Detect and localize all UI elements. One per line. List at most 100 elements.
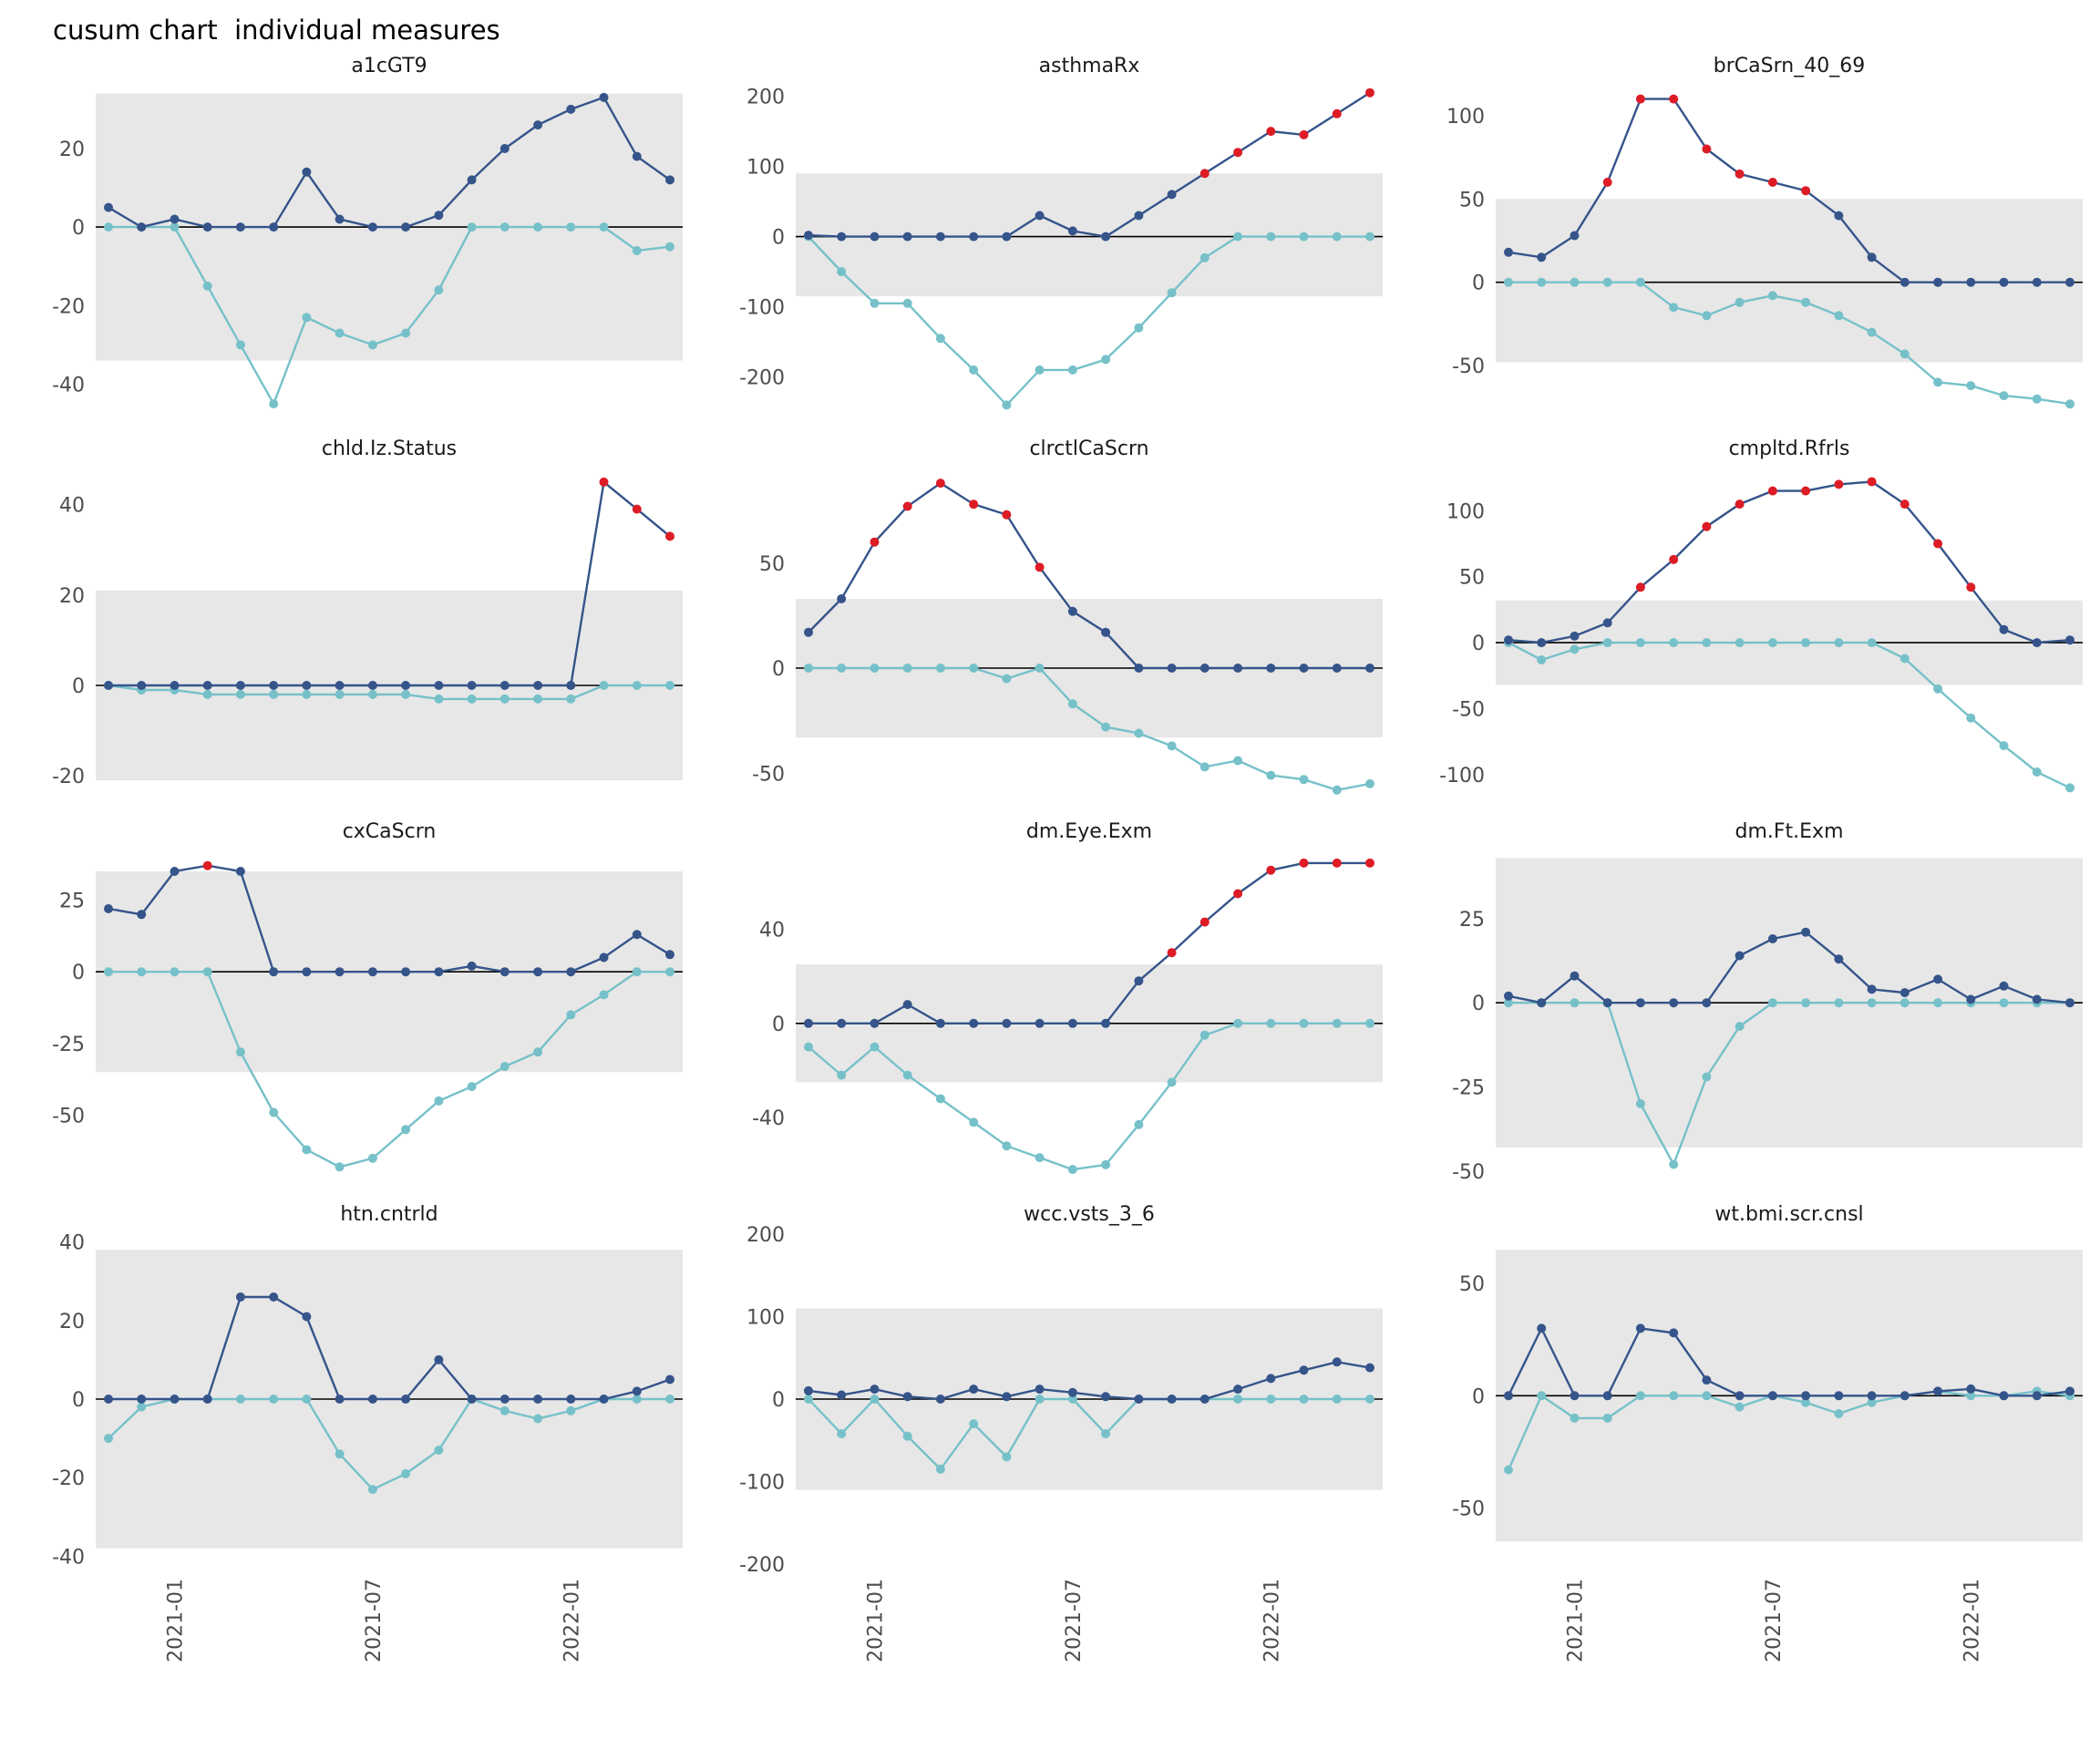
- upper-cusum-point: [467, 175, 477, 185]
- upper-cusum-point: [137, 1395, 147, 1404]
- lower-cusum-point: [401, 1125, 411, 1135]
- lower-cusum-point: [566, 1405, 576, 1415]
- lower-cusum-point: [104, 967, 113, 977]
- lower-cusum-point: [870, 664, 880, 673]
- lower-cusum-point: [1101, 1429, 1111, 1438]
- lower-cusum-point: [335, 689, 345, 699]
- lower-cusum-point: [1602, 1413, 1612, 1423]
- upper-cusum-point: [632, 930, 642, 940]
- signal-point: [1233, 148, 1243, 158]
- lower-cusum-point: [837, 664, 847, 673]
- upper-cusum-point: [1537, 1323, 1547, 1333]
- panel-title: asthmaRx: [1039, 55, 1140, 77]
- upper-cusum-point: [599, 1395, 609, 1404]
- lower-cusum-point: [1332, 785, 1342, 795]
- chart: dm.Eye.Exm 40 0 -40: [752, 820, 1383, 1175]
- lower-cusum-point: [235, 340, 245, 350]
- upper-cusum-point: [1332, 664, 1342, 673]
- lower-cusum-point: [367, 1485, 377, 1495]
- lower-cusum-point: [1801, 1397, 1811, 1407]
- lower-cusum-point: [1801, 297, 1811, 307]
- upper-cusum-point: [2032, 1391, 2042, 1401]
- upper-cusum-point: [104, 681, 113, 690]
- upper-cusum-point: [1035, 211, 1045, 221]
- upper-cusum-point: [367, 222, 377, 232]
- upper-cusum-point: [1834, 211, 1844, 221]
- lower-cusum-point: [499, 1405, 510, 1415]
- panel-title: a1cGT9: [351, 55, 427, 77]
- lower-cusum-point: [533, 222, 543, 232]
- panel-title: htn.cntrld: [340, 1203, 438, 1226]
- lower-cusum-point: [1199, 252, 1210, 262]
- upper-cusum-point: [804, 231, 813, 241]
- upper-cusum-point: [235, 681, 245, 690]
- lower-cusum-point: [2065, 399, 2074, 409]
- upper-cusum-point: [1299, 1365, 1309, 1375]
- lower-cusum-point: [1199, 1030, 1210, 1040]
- lower-cusum-point: [1834, 1409, 1844, 1418]
- y-tick-label: 100: [1446, 106, 1485, 129]
- signal-point: [1801, 486, 1811, 496]
- lower-cusum-point: [566, 1010, 576, 1020]
- lower-cusum-point: [137, 1402, 147, 1412]
- lower-cusum-line: [108, 684, 670, 701]
- lower-cusum-point: [434, 285, 444, 295]
- y-tick-label: 25: [59, 890, 85, 913]
- lower-cusum-point: [401, 1468, 411, 1478]
- lower-cusum-point: [367, 340, 377, 350]
- upper-cusum-point: [202, 222, 212, 232]
- upper-cusum-point: [1233, 1385, 1243, 1395]
- lower-cusum-point: [367, 1153, 377, 1163]
- lower-cusum-point: [2065, 783, 2074, 793]
- lower-cusum-line: [108, 970, 670, 1168]
- lower-cusum-point: [1735, 297, 1745, 307]
- lower-cusum-point: [335, 328, 345, 338]
- lower-cusum-point: [1602, 277, 1612, 287]
- lower-cusum-point: [1702, 1072, 1712, 1082]
- y-tick-label: 100: [746, 157, 785, 180]
- upper-cusum-point: [1002, 1018, 1012, 1028]
- upper-cusum-point: [1966, 277, 1976, 287]
- lower-cusum-point: [533, 694, 543, 704]
- upper-cusum-line: [1508, 480, 2071, 644]
- main-title: cusum chart individual measures: [53, 15, 500, 46]
- lower-cusum-point: [1101, 1159, 1111, 1169]
- upper-cusum-point: [935, 232, 945, 242]
- x-tick-label: 2021-01: [1565, 1579, 1588, 1662]
- lower-cusum-point: [1999, 998, 2009, 1008]
- y-tick-label: 50: [1459, 189, 1485, 211]
- lower-cusum-point: [632, 681, 642, 690]
- lower-cusum-point: [1365, 1018, 1374, 1028]
- lower-cusum-line: [1507, 1390, 2071, 1471]
- upper-cusum-point: [434, 1354, 444, 1364]
- lower-cusum-point: [870, 298, 880, 308]
- signal-point: [902, 501, 912, 511]
- upper-cusum-point: [170, 681, 180, 690]
- panel-title: cxCaScrn: [343, 820, 437, 843]
- y-tick-label: 200: [746, 1224, 785, 1247]
- signal-point: [599, 477, 609, 487]
- lower-cusum-point: [1999, 741, 2009, 751]
- upper-cusum-point: [533, 681, 543, 690]
- control-band: [1496, 199, 2083, 363]
- upper-cusum-point: [1067, 1018, 1077, 1028]
- lower-cusum-point: [401, 328, 411, 338]
- upper-cusum-point: [1635, 1323, 1645, 1333]
- upper-cusum-point: [1101, 1392, 1111, 1402]
- y-tick-label: 0: [772, 1014, 785, 1036]
- x-tick-label: 2022-01: [1961, 1579, 1983, 1662]
- panel-dm.Ft.Exm: dm.Ft.Exm 25 0 -25 -50: [1407, 815, 2100, 1192]
- upper-cusum-point: [1834, 954, 1844, 964]
- upper-cusum-point: [1266, 664, 1276, 673]
- upper-cusum-point: [434, 681, 444, 690]
- upper-cusum-point: [1266, 1374, 1276, 1384]
- upper-cusum-point: [2065, 1386, 2074, 1396]
- lower-cusum-point: [1067, 699, 1077, 709]
- upper-cusum-point: [269, 222, 279, 232]
- upper-cusum-line: [108, 479, 671, 687]
- upper-cusum-point: [1602, 998, 1612, 1008]
- upper-cusum-point: [170, 867, 180, 876]
- upper-cusum-point: [2065, 277, 2074, 287]
- signal-point: [1933, 539, 1943, 549]
- upper-cusum-point: [1602, 618, 1612, 628]
